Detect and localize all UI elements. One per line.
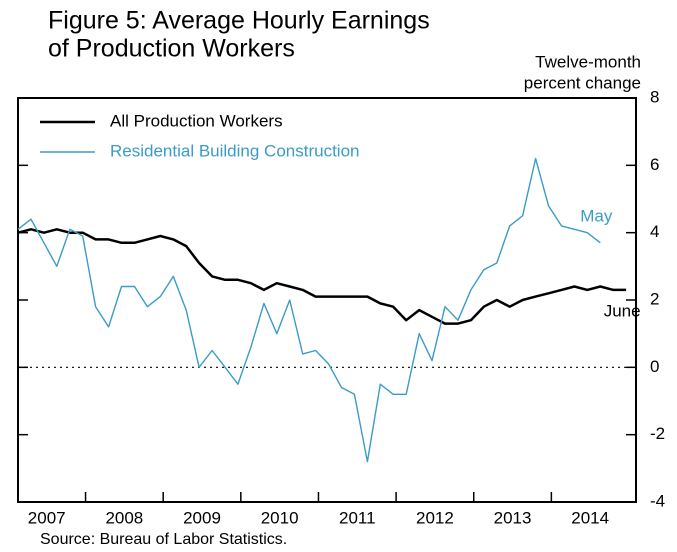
y-tick-label: -2 [650,424,665,443]
chart-title: of Production Workers [48,35,295,63]
end-label: June [604,301,641,320]
y-tick-label: 4 [650,222,659,241]
chart-title: Figure 5: Average Hourly Earnings [48,7,430,35]
end-label: May [580,206,613,225]
x-tick-label: 2007 [28,508,66,527]
legend-label: All Production Workers [110,111,283,130]
y-tick-label: 6 [650,155,659,174]
x-tick-label: 2009 [183,508,221,527]
y-tick-label: 8 [650,87,659,106]
y-tick-label: -4 [650,491,665,510]
legend-label: Residential Building Construction [110,141,359,160]
line-series [17,157,601,463]
line-series [17,228,627,325]
x-tick-label: 2014 [571,508,609,527]
x-tick-label: 2011 [339,508,376,527]
y-tick-label: 2 [650,289,659,308]
x-tick-label: 2008 [105,508,143,527]
axis-label: Twelve-month [535,52,641,71]
x-tick-label: 2010 [261,508,299,527]
x-tick-label: 2012 [416,508,454,527]
y-tick-label: 0 [650,357,659,376]
axis-label: percent change [524,73,641,92]
x-tick-label: 2013 [494,508,532,527]
source-note: Source: Bureau of Labor Statistics. [40,531,287,548]
